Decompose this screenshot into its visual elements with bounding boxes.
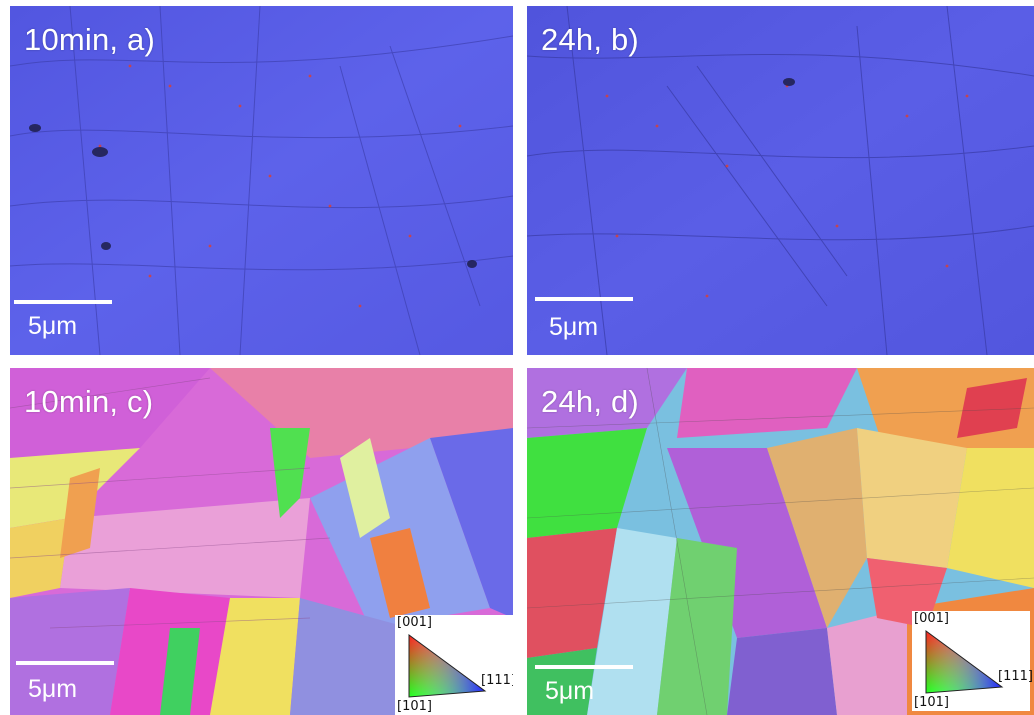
panel-label: 24h, d) [541, 384, 639, 419]
legend-label-101: [101] [914, 695, 949, 710]
panel-label: 10min, a) [24, 22, 156, 57]
legend-label-101: [101] [397, 699, 432, 714]
panel-a-phase-map: 10min, a) 5μm [10, 6, 513, 355]
scale-bar [14, 300, 112, 304]
phase-map-image [527, 6, 1034, 355]
panel-label: 10min, c) [24, 384, 154, 419]
phase-map-image [10, 6, 513, 355]
scale-bar [535, 665, 633, 669]
ipf-map-image [10, 368, 513, 715]
ipf-color-key-legend: [001] [111] [101] [395, 615, 513, 715]
legend-label-111: [111] [998, 669, 1033, 684]
scale-bar-label: 5μm [28, 675, 78, 703]
scale-bar-label: 5μm [545, 677, 595, 705]
ipf-color-key-legend: [001] [111] [101] [912, 611, 1033, 711]
scale-bar [16, 661, 114, 665]
ipf-triangle-icon [408, 634, 487, 698]
panel-b-phase-map: 24h, b) 5μm [527, 6, 1034, 355]
legend-label-111: [111] [481, 673, 513, 688]
panel-label: 24h, b) [541, 22, 639, 57]
scale-bar-label: 5μm [549, 313, 599, 341]
panel-c-ipf-map: 10min, c) 5μm [001] [10, 368, 513, 715]
legend-label-001: [001] [397, 615, 432, 630]
ipf-map-image [527, 368, 1034, 715]
legend-label-001: [001] [914, 611, 949, 626]
scale-bar [535, 297, 633, 301]
scale-bar-label: 5μm [28, 312, 78, 340]
panel-d-ipf-map: 24h, d) 5μm [001] [527, 368, 1034, 715]
ipf-triangle-icon [925, 630, 1004, 694]
